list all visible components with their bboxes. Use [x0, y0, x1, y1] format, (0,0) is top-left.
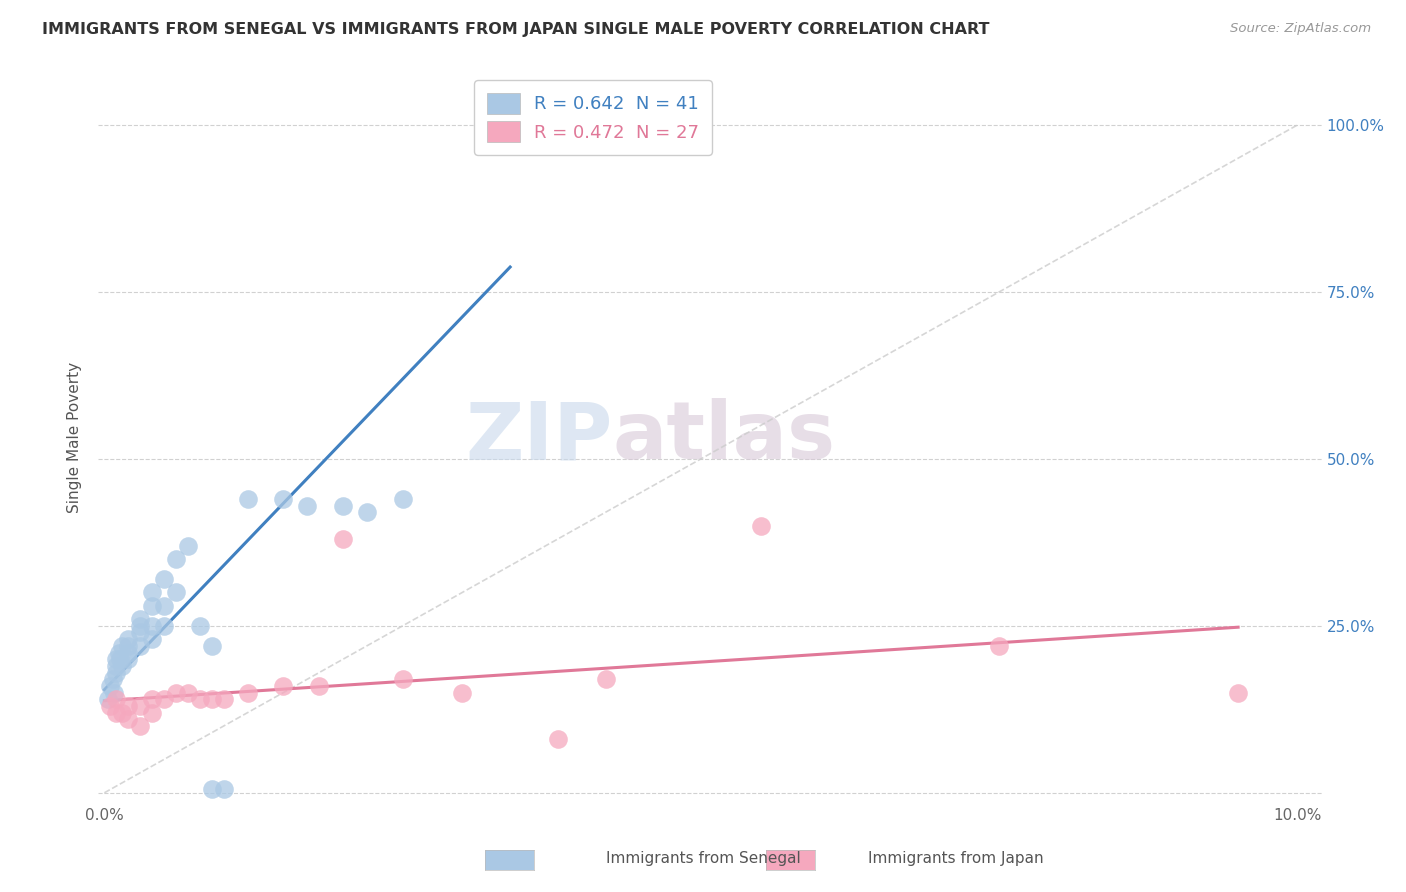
Point — [103, 685, 125, 699]
Point — [308, 679, 330, 693]
Point — [117, 698, 139, 713]
Point — [177, 539, 200, 553]
Point — [391, 491, 413, 506]
Point — [165, 685, 187, 699]
Point — [499, 124, 522, 138]
Point — [988, 639, 1011, 653]
Point — [273, 679, 295, 693]
Point — [129, 719, 152, 733]
Text: Source: ZipAtlas.com: Source: ZipAtlas.com — [1230, 22, 1371, 36]
Point — [273, 491, 295, 506]
Point — [129, 619, 152, 633]
Point — [117, 712, 139, 726]
Point — [141, 599, 163, 613]
Point — [153, 692, 176, 706]
Point — [141, 632, 163, 647]
Point — [332, 532, 354, 546]
Point — [201, 692, 224, 706]
Point — [111, 706, 134, 720]
Text: atlas: atlas — [612, 398, 835, 476]
Point — [212, 782, 235, 797]
Point — [105, 665, 128, 680]
Point — [141, 619, 163, 633]
Point — [141, 692, 163, 706]
Point — [141, 706, 163, 720]
Point — [165, 585, 187, 599]
Point — [499, 124, 522, 138]
Point — [165, 552, 187, 566]
Point — [117, 646, 139, 660]
Point — [98, 679, 121, 693]
Point — [129, 698, 152, 713]
Point — [153, 619, 176, 633]
Point — [153, 572, 176, 586]
Text: ZIP: ZIP — [465, 398, 612, 476]
Point — [141, 585, 163, 599]
Point — [188, 692, 211, 706]
Point — [101, 672, 124, 686]
Point — [391, 672, 413, 686]
Legend: R = 0.642  N = 41, R = 0.472  N = 27: R = 0.642 N = 41, R = 0.472 N = 27 — [474, 80, 711, 154]
Point — [177, 685, 200, 699]
Point — [201, 639, 224, 653]
Point — [212, 692, 235, 706]
Y-axis label: Single Male Poverty: Single Male Poverty — [67, 361, 83, 513]
Point — [547, 732, 569, 747]
Point — [236, 491, 259, 506]
Text: Immigrants from Senegal: Immigrants from Senegal — [606, 851, 800, 865]
Point — [332, 499, 354, 513]
Point — [1227, 685, 1250, 699]
Point — [98, 698, 121, 713]
Point — [356, 505, 378, 519]
Point — [105, 652, 128, 666]
Point — [129, 639, 152, 653]
Point — [111, 639, 134, 653]
Text: IMMIGRANTS FROM SENEGAL VS IMMIGRANTS FROM JAPAN SINGLE MALE POVERTY CORRELATION: IMMIGRANTS FROM SENEGAL VS IMMIGRANTS FR… — [42, 22, 990, 37]
Point — [236, 685, 259, 699]
Point — [108, 652, 131, 666]
Text: Immigrants from Japan: Immigrants from Japan — [869, 851, 1043, 865]
Point — [97, 692, 120, 706]
Point — [117, 652, 139, 666]
Point — [107, 646, 129, 660]
Point — [595, 672, 617, 686]
Point — [129, 625, 152, 640]
Point — [105, 692, 128, 706]
Point — [117, 639, 139, 653]
Point — [451, 685, 474, 699]
Point — [111, 658, 134, 673]
Point — [129, 612, 152, 626]
Point — [201, 782, 224, 797]
Point — [117, 632, 139, 647]
Point — [188, 619, 211, 633]
Point — [749, 518, 772, 533]
Point — [105, 706, 128, 720]
Point — [153, 599, 176, 613]
Point — [297, 499, 319, 513]
Point — [105, 658, 128, 673]
